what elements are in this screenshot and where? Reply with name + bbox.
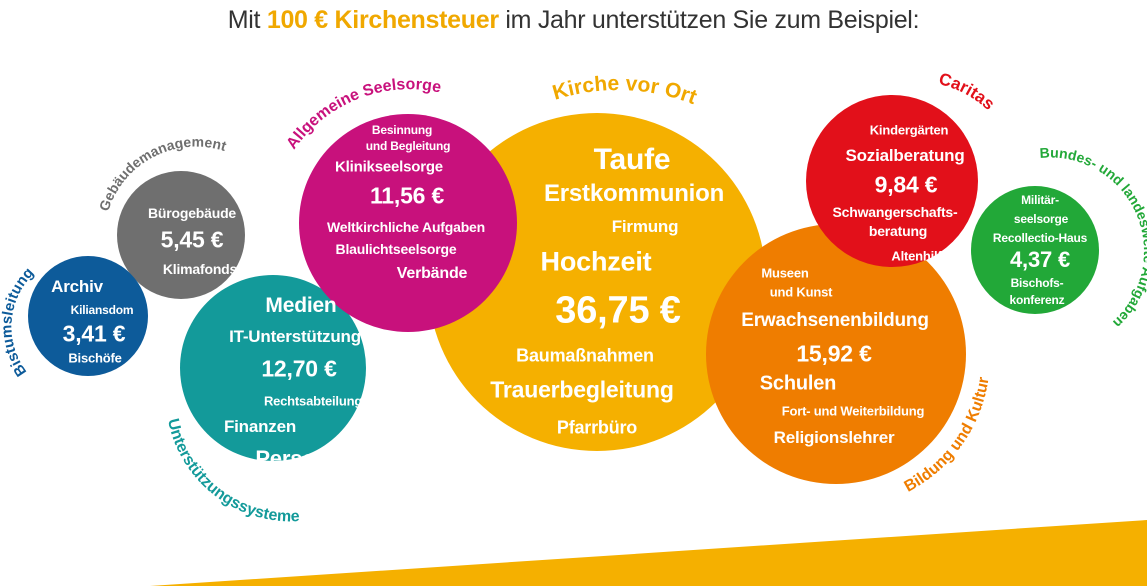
amount-kirche: 36,75 €	[555, 289, 681, 332]
amount-seelsorge: 11,56 €	[369, 182, 445, 209]
circle-seelsorge	[299, 114, 517, 332]
item-erwachsenenbildung: Erwachsenenbildung	[741, 310, 929, 331]
label-bistumsleitung: Bistumsleitung	[0, 264, 37, 379]
title-highlight: 100 € Kirchensteuer	[266, 6, 499, 34]
item-medien: Medien	[265, 294, 337, 317]
label-kirche: Kirche vor Ort	[550, 72, 700, 109]
item-konferenz: konferenz	[1009, 293, 1065, 307]
item-bischofs: Bischofs-	[1010, 276, 1064, 290]
item-buerogebaeude: Bürogebäude	[147, 205, 237, 221]
item-museen: Museen	[761, 265, 809, 281]
amount-bildung: 15,92 €	[796, 340, 872, 367]
item-besinnung: Besinnung	[371, 123, 433, 137]
item-altenhilfe: Altenhilfe	[891, 248, 949, 264]
item-kunst: und Kunst	[769, 284, 833, 300]
item-fortbildung: Fort- und Weiterbildung	[781, 403, 925, 419]
item-hochzeit: Hochzeit	[540, 246, 652, 277]
item-baumassnahmen: Baumaßnahmen	[516, 345, 654, 366]
circle-bistumsleitung	[28, 256, 148, 376]
amount-unterstuetzung: 12,70 €	[261, 355, 337, 382]
item-beratung: beratung	[868, 223, 928, 239]
label-caritas: Caritas	[937, 69, 998, 113]
item-verbaende: Verbände	[396, 265, 468, 282]
item-sozialberatung: Sozialberatung	[845, 146, 965, 165]
circle-unterstuetzung	[180, 275, 366, 461]
item-personal: Personal	[255, 446, 347, 471]
item-finanzen: Finanzen	[223, 417, 297, 436]
circle-bundes	[971, 186, 1099, 314]
title-suffix: im Jahr unterstützen Sie zum Beispiel:	[498, 6, 920, 34]
circle-caritas	[806, 95, 978, 267]
item-begleitung: und Begleitung	[365, 139, 451, 153]
item-schulen: Schulen	[759, 372, 837, 395]
item-kindergaerten: Kindergärten	[869, 122, 949, 138]
label-bildung: Bildung und Kultur	[902, 376, 993, 496]
item-blaulicht: Blaulichtseelsorge	[335, 241, 457, 257]
item-erstkommunion: Erstkommunion	[543, 180, 725, 207]
amount-bundes: 4,37 €	[1010, 247, 1070, 272]
item-schwangerschafts: Schwangerschafts-	[832, 204, 958, 220]
item-pfarrbuero: Pfarrbüro	[556, 417, 638, 438]
item-it: IT-Unterstützung	[229, 327, 361, 346]
item-recht: Rechtsabteilung	[263, 393, 363, 409]
amount-bistumsleitung: 3,41 €	[62, 320, 126, 347]
item-kiliansdom: Kiliansdom	[70, 303, 134, 317]
item-weltkirche: Weltkirchliche Aufgaben	[327, 219, 485, 235]
page-title: Mit 100 € Kirchensteuer im Jahr unterstü…	[0, 6, 1147, 35]
amount-gebaeude: 5,45 €	[160, 226, 224, 253]
circle-gebaeude	[117, 171, 245, 299]
item-trauerbegleitung: Trauerbegleitung	[490, 376, 674, 403]
item-bischoefe: Bischöfe	[68, 350, 122, 366]
item-klimafonds: Klimafonds	[162, 261, 238, 277]
amount-caritas: 9,84 €	[874, 171, 938, 198]
label-gebaeude: Gebäudemanagement	[96, 134, 229, 214]
title-prefix: Mit	[227, 6, 267, 34]
item-seelsorge-mil: seelsorge	[1013, 212, 1069, 226]
item-taufe: Taufe	[593, 143, 671, 176]
item-klinikseelsorge: Klinikseelsorge	[335, 158, 443, 176]
item-militaer: Militär-	[1021, 193, 1059, 207]
item-religionslehrer: Religionslehrer	[773, 428, 895, 447]
item-recollectio: Recollectio-Haus	[992, 231, 1088, 245]
item-archiv: Archiv	[51, 277, 103, 296]
circle-bildung	[706, 224, 966, 484]
item-firmung: Firmung	[611, 217, 679, 236]
